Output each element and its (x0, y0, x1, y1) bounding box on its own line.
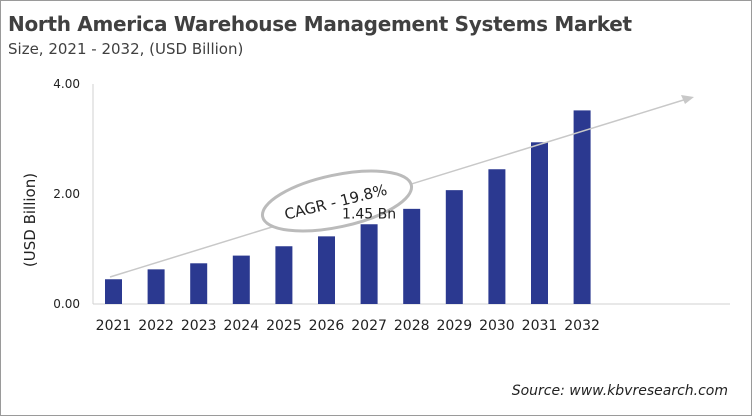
arrow-head-icon (681, 95, 694, 104)
x-tick-label: 2026 (309, 318, 345, 334)
cagr-ellipse (260, 169, 414, 233)
x-tick-label: 2024 (223, 318, 259, 334)
x-tick-label: 2027 (351, 318, 387, 334)
chart-title: North America Warehouse Management Syste… (8, 12, 632, 36)
x-tick-label: 2028 (394, 318, 430, 334)
y-tick-label: 2.00 (53, 187, 80, 201)
x-tick-label: 2029 (436, 318, 472, 334)
bar-2025 (275, 246, 293, 304)
bar-2030 (488, 169, 506, 304)
bar-2032 (573, 110, 591, 305)
y-tick-label: 0.00 (53, 297, 80, 311)
data-label: 1.45 Bn (342, 206, 396, 222)
bar-2029 (445, 190, 463, 304)
x-tick-label: 2023 (181, 318, 217, 334)
y-tick-label: 4.00 (53, 77, 80, 91)
bar-2024 (232, 255, 250, 304)
x-tick-label: 2021 (96, 318, 132, 334)
x-tick-label: 2032 (564, 318, 600, 334)
bar-2031 (531, 142, 548, 304)
bar-2028 (403, 208, 421, 304)
bar-2026 (318, 236, 335, 304)
bar-2027 (360, 224, 378, 304)
x-tick-label: 2030 (479, 318, 515, 334)
bar-2021 (105, 279, 122, 304)
source-text: Source: www.kbvresearch.com (511, 383, 728, 399)
x-tick-label: 2025 (266, 318, 302, 334)
x-tick-label: 2031 (522, 318, 558, 334)
chart-subtitle: Size, 2021 - 2032, (USD Billion) (8, 40, 244, 58)
x-tick-label: 2022 (138, 318, 174, 334)
bar-2022 (147, 269, 165, 304)
bar-2023 (190, 263, 208, 304)
y-axis-label: (USD Billion) (21, 173, 39, 267)
